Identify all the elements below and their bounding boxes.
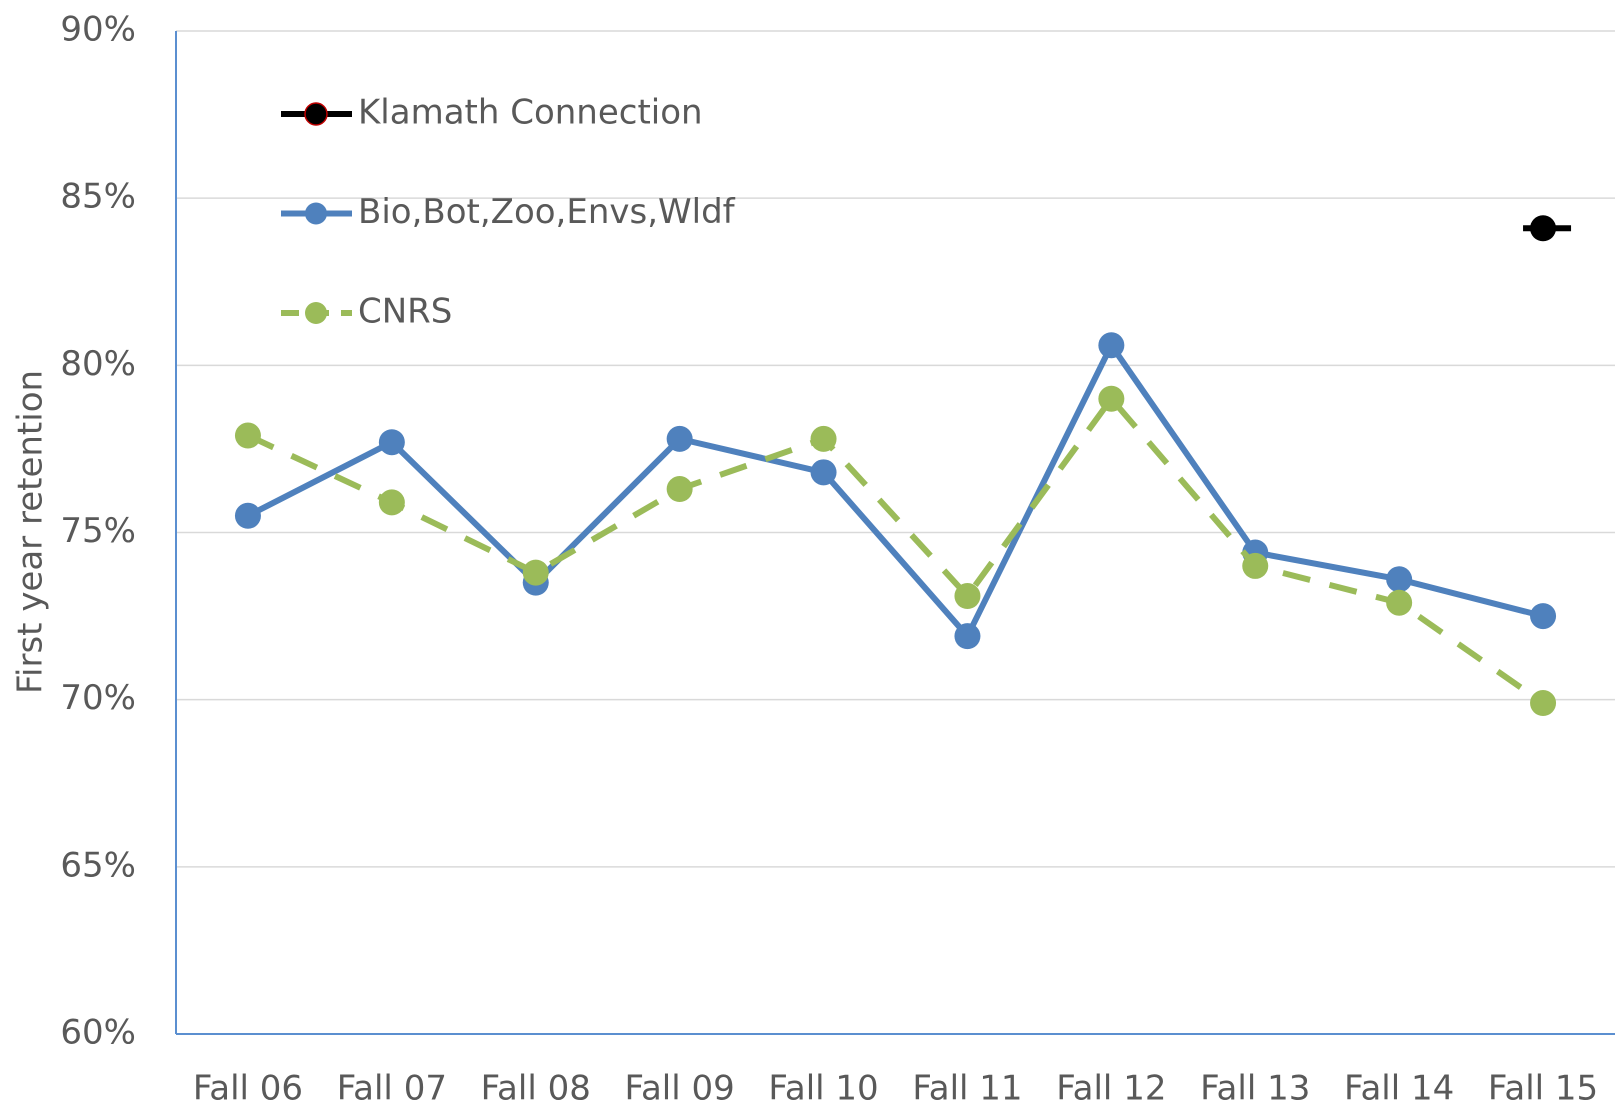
series-line: [246, 339, 1544, 642]
y-tick-label: 70%: [60, 678, 136, 718]
y-axis-title: First year retention: [11, 370, 51, 694]
x-tick-label: Fall 07: [337, 1069, 447, 1109]
x-tick-label: Fall 15: [1488, 1069, 1598, 1109]
legend-label: Bio,Bot,Zoo,Envs,Wldf: [358, 192, 736, 232]
data-point: [1530, 215, 1557, 242]
data-point: [1098, 385, 1125, 412]
data-point: [234, 422, 261, 449]
data-point: [1098, 332, 1125, 359]
legend-marker: [305, 302, 327, 324]
x-tick-label: Fall 10: [768, 1069, 878, 1109]
data-point: [1242, 552, 1269, 579]
y-tick-label: 75%: [60, 511, 136, 551]
y-tick-label: 80%: [60, 344, 136, 384]
data-point: [810, 425, 837, 452]
x-tick-label: Fall 09: [625, 1069, 735, 1109]
legend-label: CNRS: [358, 292, 452, 332]
legend-label: Klamath Connection: [358, 93, 703, 133]
data-point: [1386, 589, 1413, 616]
x-tick-label: Fall 08: [481, 1069, 591, 1109]
y-tick-label: 65%: [60, 845, 136, 885]
data-point: [378, 429, 405, 456]
data-point: [522, 559, 549, 586]
data-point: [954, 623, 981, 650]
data-point: [234, 502, 261, 529]
legend-marker: [305, 202, 327, 225]
x-tick-label: Fall 06: [193, 1069, 303, 1109]
data-point: [1530, 690, 1557, 717]
data-point: [378, 489, 405, 516]
x-tick-label: Fall 11: [912, 1069, 1022, 1109]
data-point: [810, 459, 837, 486]
x-tick-label: Fall 13: [1200, 1069, 1310, 1109]
y-tick-label: 85%: [60, 177, 136, 217]
data-point: [666, 476, 693, 503]
x-tick-label: Fall 14: [1344, 1069, 1454, 1109]
y-tick-label: 60%: [60, 1013, 136, 1053]
data-point: [666, 425, 693, 452]
data-point: [954, 583, 981, 610]
legend-marker: [304, 102, 328, 126]
data-point: [1386, 566, 1413, 593]
x-tick-label: Fall 12: [1056, 1069, 1166, 1109]
data-point: [1530, 603, 1557, 630]
series-line: [246, 393, 1545, 706]
y-tick-label: 90%: [60, 10, 136, 50]
